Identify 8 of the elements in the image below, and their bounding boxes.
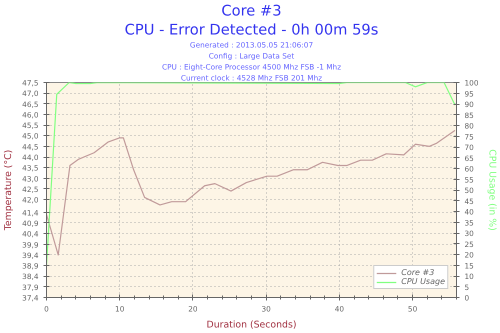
chart-subtitle: CPU - Error Detected - 0h 00m 59s <box>124 22 378 38</box>
y2-axis-title: CPU Usage (in %) <box>486 149 498 231</box>
legend-label: Core #3 <box>401 268 434 277</box>
x-axis-title: Duration (Seconds) <box>206 320 296 330</box>
legend-label: CPU Usage <box>401 277 445 286</box>
line-series <box>46 130 456 256</box>
y-axis-title: Temperature (°C) <box>3 150 14 232</box>
chart-title: Core #3 <box>221 2 282 20</box>
